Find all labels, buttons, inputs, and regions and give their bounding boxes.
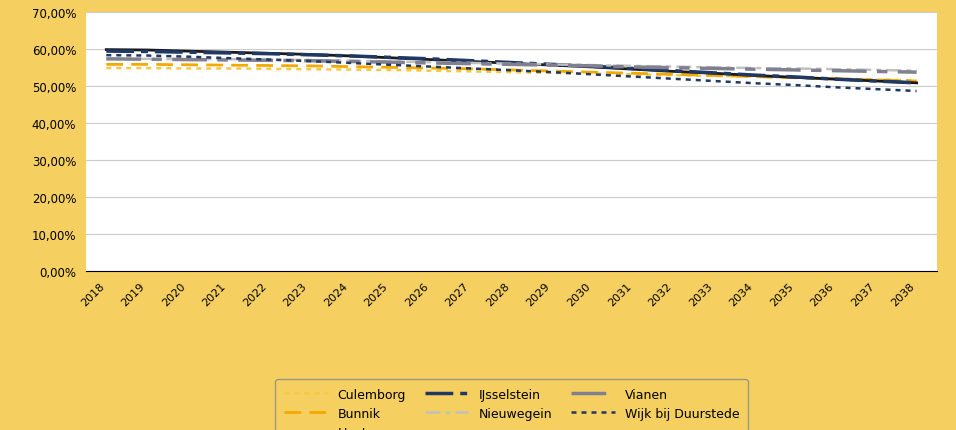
Legend: Culemborg, Bunnik, Houten, IJsselstein, Nieuwegein, Vianen, Wijk bij Duurstede: Culemborg, Bunnik, Houten, IJsselstein, … (275, 379, 748, 430)
